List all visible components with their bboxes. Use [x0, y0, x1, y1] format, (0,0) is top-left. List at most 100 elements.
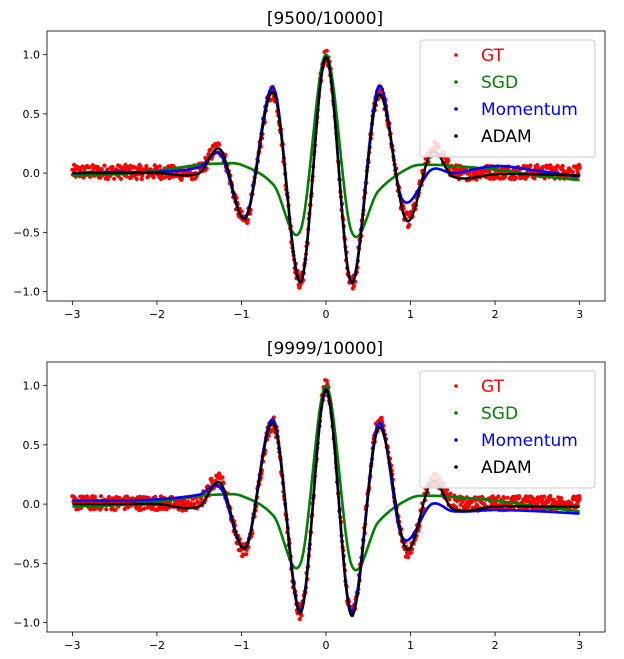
- gt-point: [528, 163, 533, 168]
- legend-label-sgd: SGD: [481, 73, 518, 93]
- y-tick-label: 1.0: [23, 380, 41, 393]
- gt-point: [134, 176, 139, 182]
- x-tick-label: 3: [576, 308, 583, 321]
- gt-point: [144, 164, 149, 169]
- chart-panel-2: [9999/10000] −1.0 −0.5 0.0 0.5 1.0 −3 −2 −1 0 1 2…: [13, 339, 606, 652]
- gt-point: [448, 491, 453, 496]
- gt-point: [496, 494, 501, 499]
- legend-1: GT SGD Momentum ADAM: [419, 39, 596, 158]
- series-adam: [72, 55, 580, 285]
- x-tick-label: −2: [149, 639, 165, 652]
- y-axis-2: −1.0 −0.5 0.0 0.5 1.0: [13, 380, 47, 630]
- x-tick-label: −1: [233, 308, 249, 321]
- legend-marker-sgd: [454, 80, 458, 84]
- x-tick-label: −2: [149, 308, 165, 321]
- gt-point: [157, 164, 162, 169]
- legend-label-sgd: SGD: [481, 404, 518, 424]
- y-tick-label: −0.5: [13, 226, 40, 239]
- x-tick-label: 3: [576, 639, 583, 652]
- gt-point: [268, 97, 274, 102]
- x-axis-1: −3 −2 −1 0 1 2 3: [64, 301, 583, 321]
- chart-title-2: [9999/10000]: [267, 339, 383, 359]
- x-tick-label: 1: [407, 308, 414, 321]
- gt-point: [118, 176, 123, 181]
- x-axis-2: −3 −2 −1 0 1 2 3: [64, 632, 583, 652]
- gt-point: [297, 283, 302, 289]
- x-tick-label: 0: [323, 308, 330, 321]
- gt-point: [379, 415, 384, 420]
- gt-point: [220, 475, 225, 480]
- plot-area-1: [70, 48, 582, 291]
- y-tick-label: −1.0: [13, 286, 40, 299]
- gt-point: [139, 176, 144, 182]
- plot-frame-2: [46, 361, 606, 633]
- legend-2: GT SGD Momentum ADAM: [419, 370, 596, 489]
- legend-box: [419, 39, 596, 158]
- gt-point: [493, 501, 498, 506]
- gt-point: [93, 506, 98, 511]
- gt-point: [570, 169, 576, 174]
- gt-point: [138, 164, 143, 169]
- gt-point: [558, 496, 564, 501]
- y-tick-label: −1.0: [13, 617, 40, 630]
- gt-point: [139, 507, 144, 512]
- gt-point: [444, 487, 450, 492]
- gt-point: [324, 48, 329, 53]
- legend-label-gt: GT: [481, 46, 505, 66]
- y-tick-label: 0.5: [23, 439, 41, 452]
- gt-point: [406, 555, 411, 560]
- y-axis-1: −1.0 −0.5 0.0 0.5 1.0: [13, 49, 47, 299]
- gt-point: [158, 494, 164, 499]
- gt-point: [245, 217, 250, 222]
- gt-point: [535, 163, 540, 168]
- legend-marker-gt: [454, 53, 458, 57]
- gt-point: [517, 494, 522, 499]
- x-tick-label: 2: [492, 308, 499, 321]
- gt-point: [99, 167, 104, 172]
- gt-point: [179, 176, 184, 181]
- legend-label-adam: ADAM: [481, 127, 532, 147]
- gt-point: [561, 168, 566, 173]
- gt-point: [324, 378, 329, 383]
- gt-point: [407, 222, 412, 227]
- gt-point: [112, 176, 117, 181]
- legend-marker-adam: [454, 465, 458, 469]
- y-tick-label: 0.0: [23, 167, 41, 180]
- gt-point: [443, 490, 448, 496]
- gt-point: [577, 165, 582, 170]
- gt-point: [105, 176, 110, 181]
- gt-point: [180, 508, 185, 513]
- chart-panel-1: [9500/10000] −1.0 −0.5 0.0 0.5 1.0 −3 −2 −1 0 1 2…: [13, 9, 606, 321]
- series-adam: [72, 388, 580, 617]
- gt-point: [208, 147, 213, 152]
- gt-point: [408, 550, 413, 556]
- gt-point: [487, 169, 492, 174]
- gt-point: [127, 167, 132, 172]
- y-tick-label: 0.0: [23, 498, 41, 511]
- x-tick-label: 0: [323, 639, 330, 652]
- gt-point: [446, 158, 451, 163]
- gt-point: [458, 502, 463, 507]
- legend-marker-momentum: [454, 107, 458, 111]
- gt-point: [548, 493, 553, 499]
- y-tick-label: 1.0: [23, 49, 41, 62]
- gt-point: [153, 494, 158, 499]
- series-line-adam: [72, 55, 580, 285]
- gt-point: [577, 497, 582, 502]
- gt-point: [105, 167, 110, 172]
- legend-marker-adam: [454, 134, 458, 138]
- gt-point: [244, 552, 249, 557]
- series-line-sgd: [71, 384, 581, 572]
- legend-marker-gt: [454, 384, 458, 388]
- legend-marker-momentum: [454, 438, 458, 442]
- chart-title-1: [9500/10000]: [267, 9, 383, 29]
- plot-frame-1: [46, 30, 606, 302]
- gt-point: [297, 616, 302, 622]
- gt-point: [351, 283, 356, 288]
- gt-point: [460, 499, 465, 504]
- gt-point: [560, 163, 565, 169]
- gt-point: [523, 494, 529, 499]
- gt-point: [124, 174, 129, 179]
- legend-label-momentum: Momentum: [481, 100, 578, 120]
